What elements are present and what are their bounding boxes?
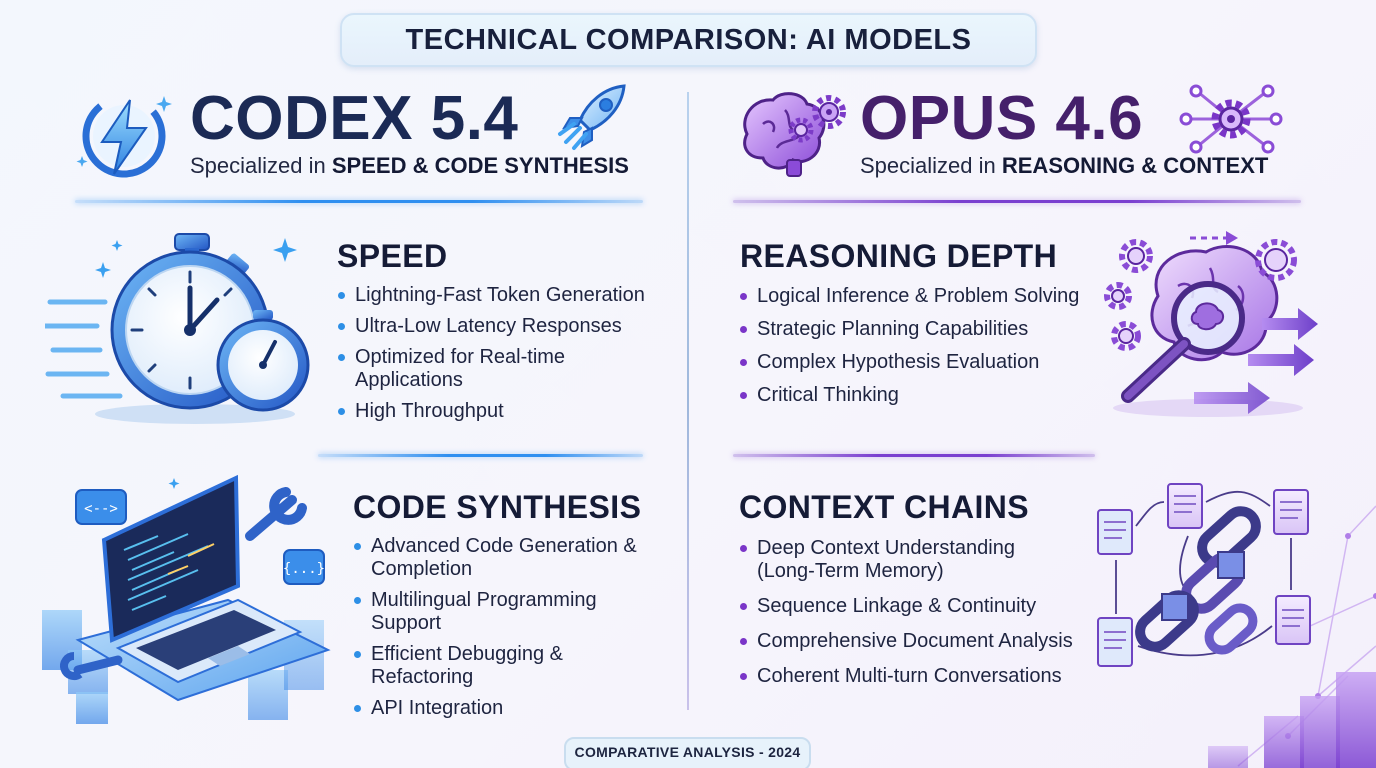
list-item: Strategic Planning Capabilities <box>739 318 1089 341</box>
codex-model-name: CODEX 5.4 <box>190 84 519 153</box>
column-divider <box>687 92 689 710</box>
context-chains-section-title: CONTEXT CHAINS <box>739 489 1030 525</box>
footer-label: COMPARATIVE ANALYSIS - 2024 <box>574 744 801 760</box>
list-item: Advanced Code Generation & Completion <box>353 535 643 581</box>
opus-model-name: OPUS 4.6 <box>860 84 1144 153</box>
reasoning-section-title: REASONING DEPTH <box>740 238 1058 274</box>
list-item: Multilingual Programming Support <box>353 589 623 635</box>
codex-subtitle-focus: SPEED & CODE SYNTHESIS <box>331 153 629 178</box>
brain-gears-icon <box>733 84 853 184</box>
list-item: Efficient Debugging & Refactoring <box>353 643 593 689</box>
page-title: TECHNICAL COMPARISON: AI MODELS <box>340 13 1037 67</box>
opus-subtitle: Specialized in REASONING & CONTEXT <box>860 153 1268 179</box>
brain-magnifier-icon <box>1098 226 1328 426</box>
reasoning-bullet-list: Logical Inference & Problem Solving Stra… <box>739 285 1089 407</box>
codex-subtitle-prefix: Specialized in <box>190 153 332 178</box>
page-title-text: TECHNICAL COMPARISON: AI MODELS <box>405 23 972 56</box>
speed-bullet-list: Lightning-Fast Token Generation Ultra-Lo… <box>337 284 667 423</box>
code-synthesis-bullet-list: Advanced Code Generation & Completion Mu… <box>353 535 653 720</box>
wrench-icon <box>60 487 307 680</box>
svg-text:{...}: {...} <box>283 561 325 577</box>
rocket-icon <box>552 80 632 156</box>
footer-badge: COMPARATIVE ANALYSIS - 2024 <box>564 737 811 768</box>
codex-subtitle: Specialized in SPEED & CODE SYNTHESIS <box>190 153 629 179</box>
speed-section-title: SPEED <box>337 238 448 274</box>
code-synthesis-section-title: CODE SYNTHESIS <box>353 489 642 525</box>
list-item: API Integration <box>353 697 653 720</box>
list-item: Optimized for Real-time Applications <box>337 346 607 392</box>
list-item: Ultra-Low Latency Responses <box>337 315 667 338</box>
list-item: Deep Context Understanding (Long-Term Me… <box>739 537 1029 583</box>
opus-subtitle-focus: REASONING & CONTEXT <box>1001 153 1269 178</box>
codex-header-rule <box>75 200 643 203</box>
stopwatch-icon <box>45 230 315 430</box>
list-item: Sequence Linkage & Continuity <box>739 595 1089 618</box>
list-item: Complex Hypothesis Evaluation <box>739 351 1089 374</box>
laptop-code-icon: <--> {...} <box>38 470 338 730</box>
list-item: Coherent Multi-turn Conversations <box>739 665 1089 688</box>
opus-header-rule <box>733 200 1301 203</box>
list-item: High Throughput <box>337 400 667 423</box>
svg-text:<-->: <--> <box>84 501 118 517</box>
list-item: Comprehensive Document Analysis <box>739 630 1089 653</box>
list-item: Critical Thinking <box>739 384 1089 407</box>
list-item: Logical Inference & Problem Solving <box>739 285 1089 308</box>
list-item: Lightning-Fast Token Generation <box>337 284 667 307</box>
context-chains-bullet-list: Deep Context Understanding (Long-Term Me… <box>739 537 1089 688</box>
chain-documents-icon <box>1088 476 1376 768</box>
opus-subtitle-prefix: Specialized in <box>860 153 1002 178</box>
opus-section-rule <box>733 454 1095 457</box>
codex-section-rule <box>318 454 643 457</box>
network-gear-icon <box>1176 84 1286 154</box>
lightning-bolt-icon <box>72 86 182 186</box>
